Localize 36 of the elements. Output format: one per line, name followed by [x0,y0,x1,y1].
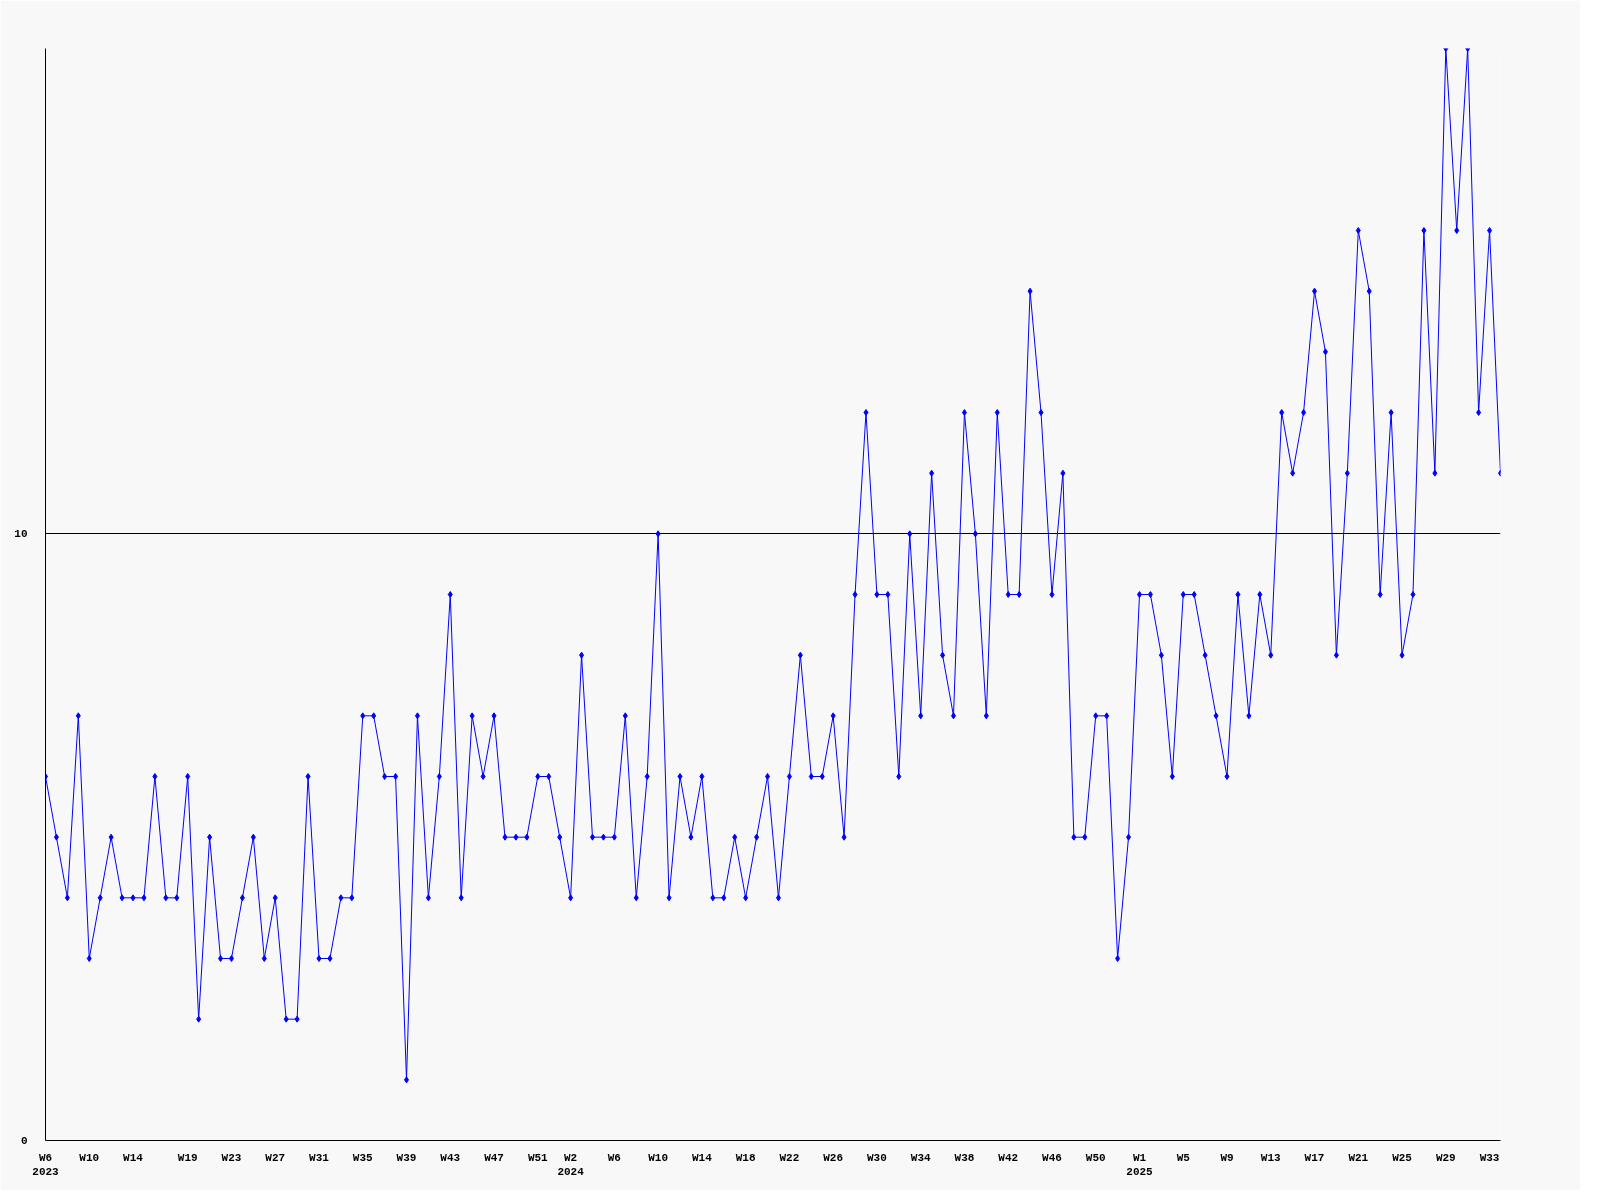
x-tick-label: W30 [867,1151,887,1164]
x-tick-label: W9 [1220,1151,1234,1164]
x-tick-label: W10 [648,1151,669,1164]
x-tick-label: W26 [823,1151,844,1164]
x-tick-label: W5 [1176,1151,1191,1164]
x-tick-label: W47 [484,1151,504,1164]
y-tick-label: 0 [20,1135,28,1147]
x-tick-label: W17 [1304,1151,1325,1164]
x-tick-label: W50 [1085,1151,1106,1164]
x-tick-label: W18 [735,1151,756,1164]
x-tick-label: W31 [309,1151,330,1164]
x-tick-label: W6 [607,1151,621,1164]
x-tick-label: W42 [998,1151,1019,1164]
x-tick-label: W14 [123,1151,144,1164]
x-tick-label: W10 [79,1151,100,1164]
x-tick-label: W1 2025 [1126,1151,1154,1178]
x-tick-label: W13 [1260,1151,1282,1164]
x-tick-label: W38 [954,1151,975,1164]
x-tick-label: W51 [527,1151,549,1164]
x-tick-label: W29 [1435,1151,1456,1164]
x-tick-label: W39 [396,1151,417,1164]
x-tick-label: W25 [1392,1151,1413,1164]
x-tick-label: W6 2023 [32,1151,60,1178]
x-tick-label: W33 [1479,1151,1500,1164]
y-tick-label: 10 [14,528,28,541]
x-tick-label: W2 2024 [557,1151,585,1178]
x-tick-label: W34 [910,1151,931,1164]
x-tick-label: W21 [1348,1151,1369,1164]
x-tick-label: W23 [221,1151,242,1164]
x-tick-label: W22 [779,1151,800,1164]
x-tick-label: W43 [440,1151,461,1164]
x-tick-label: W46 [1042,1151,1062,1164]
x-tick-label: W35 [352,1151,374,1164]
x-tick-label: W27 [265,1151,286,1164]
x-tick-label: W14 [691,1151,713,1164]
x-tick-label: W19 [177,1151,198,1164]
